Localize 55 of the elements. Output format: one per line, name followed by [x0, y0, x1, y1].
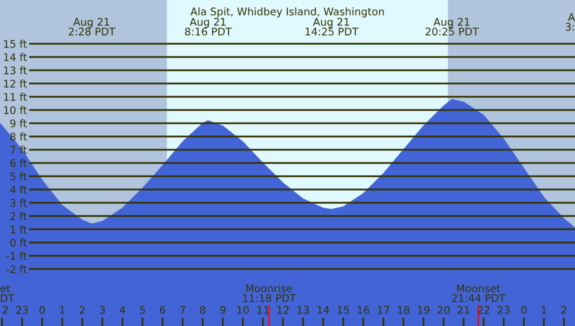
x-tick-label: 2: [561, 306, 566, 314]
ref-line-label: Moonset 21:44 PDT: [452, 284, 506, 302]
x2-tick-label: Aug 21 14:25 PDT: [306, 18, 359, 36]
text: Ala Spit, Whidbey Island, Washington: [190, 7, 384, 18]
y-tick-label: 2 ft: [10, 212, 27, 220]
x-tick-label: 6: [160, 306, 166, 314]
y-tick-label: 0 ft: [10, 238, 27, 247]
x-tick-label: 1: [60, 306, 65, 314]
y-tick-label: 7 ft: [10, 146, 27, 154]
y-tick-label: 10 ft: [4, 106, 27, 114]
x-tick-label: 14: [318, 306, 330, 314]
y-tick-label: 4 ft: [10, 186, 27, 194]
x-tick-label: 5: [140, 306, 145, 314]
x-tick-label: 21: [458, 306, 470, 314]
x-tick-label: 17: [378, 306, 390, 314]
y-tick-label: 8 ft: [10, 132, 27, 141]
x-tick-label: 11: [257, 306, 269, 314]
x-tick-label: 10: [237, 306, 249, 314]
y-tick-label: 5 ft: [10, 172, 27, 180]
x2-tick-label: Aug 21 20:25 PDT: [426, 18, 479, 36]
y-tick-label: 1 ft: [10, 225, 27, 234]
annotation: A 3:: [566, 13, 575, 31]
annotation: et DT: [0, 284, 14, 302]
y-tick-label: 12 ft: [4, 80, 27, 88]
x-tick-label: 2: [2, 306, 8, 314]
x2-tick-label: Aug 21 8:16 PDT: [185, 18, 232, 36]
y-tick-label: -2 ft: [6, 265, 27, 273]
x-tick-label: 19: [418, 306, 430, 314]
x-tick-label: 12: [278, 306, 289, 314]
y-tick-label: 3 ft: [10, 198, 27, 207]
y-tick-label: 6 ft: [10, 159, 27, 168]
x-tick-label: 0: [40, 306, 45, 314]
x-tick-label: 8: [200, 306, 206, 314]
y-tick-label: 11 ft: [4, 92, 27, 101]
x-tick-label: 1: [542, 306, 546, 314]
y-tick-label: -1 ft: [6, 252, 27, 260]
x-tick-label: 23: [16, 306, 28, 314]
y-tick-label: 15 ft: [4, 40, 27, 48]
x-tick-label: 3: [100, 306, 105, 314]
x-tick-label: 2: [80, 306, 85, 314]
y-tick-label: 14 ft: [4, 53, 27, 61]
y-tick-label: 13 ft: [4, 66, 27, 74]
y-tick-label: 9 ft: [10, 119, 27, 128]
x-tick-label: 4: [120, 306, 126, 314]
x-tick-label: 9: [220, 306, 226, 314]
x-tick-label: 18: [398, 306, 410, 314]
ref-line-label: Moonrise 11:18 PDT: [243, 284, 296, 302]
x-tick-label: 15: [338, 306, 349, 314]
x-tick-label: 16: [358, 306, 370, 314]
x-tick-label: 7: [180, 306, 186, 314]
x-tick-label: 0: [521, 306, 526, 314]
x-tick-label: 13: [298, 306, 309, 314]
x-tick-label: 23: [498, 306, 510, 314]
x2-tick-label: Aug 21 2:28 PDT: [68, 18, 116, 36]
x-tick-label: 20: [438, 306, 450, 314]
